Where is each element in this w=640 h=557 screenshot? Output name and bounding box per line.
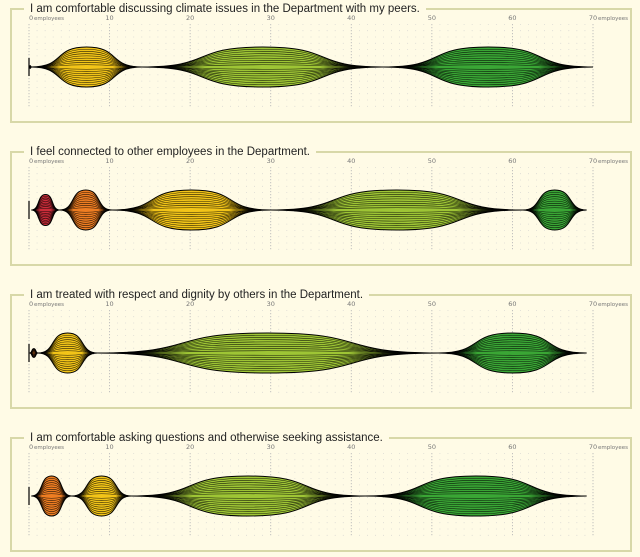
tick-label: 0 <box>29 14 33 22</box>
axis-unit-label: employees <box>34 159 64 165</box>
axis-unit-label: employees <box>34 302 64 308</box>
tick-label: 20 <box>186 443 194 451</box>
tick-label: 40 <box>347 443 355 451</box>
data-segment <box>31 475 72 517</box>
tick-label: 10 <box>105 157 113 165</box>
chart-panel-2: I feel connected to other employees in t… <box>10 144 632 266</box>
tick-label: 60 <box>508 157 516 165</box>
data-segment <box>141 46 384 88</box>
tick-label: 60 <box>508 443 516 451</box>
tick-label: 0 <box>29 157 33 165</box>
tick-label: 50 <box>428 443 436 451</box>
chart-title: I am comfortable asking questions and ot… <box>24 430 389 446</box>
tick-label: 20 <box>186 157 194 165</box>
axis-unit-label: employees <box>34 16 64 22</box>
tick-label: 10 <box>105 300 113 308</box>
data-segment <box>522 189 587 231</box>
tick-label: 50 <box>428 157 436 165</box>
tick-label: 60 <box>508 14 516 22</box>
tick-label: 70 <box>589 443 597 451</box>
data-segment <box>364 475 587 517</box>
tick-label: 50 <box>428 14 436 22</box>
tick-label: 20 <box>186 300 194 308</box>
tick-label: 40 <box>347 14 355 22</box>
chart-panel-4: I am comfortable asking questions and ot… <box>10 430 632 552</box>
axis-unit-label: employees <box>34 445 64 451</box>
tick-label: 40 <box>347 157 355 165</box>
tick-label: 10 <box>105 14 113 22</box>
tick-label: 30 <box>267 157 275 165</box>
data-segment <box>28 65 32 69</box>
tick-label: 70 <box>589 14 597 22</box>
data-segment <box>71 475 132 517</box>
tick-label: 50 <box>428 300 436 308</box>
tick-label: 10 <box>105 443 113 451</box>
data-segment <box>37 332 98 374</box>
chart-title: I am comfortable discussing climate issu… <box>24 1 426 17</box>
tick-label: 40 <box>347 300 355 308</box>
tick-label: 0 <box>29 300 33 308</box>
data-segment <box>270 189 523 231</box>
chart-title: I am treated with respect and dignity by… <box>24 287 370 303</box>
data-segment <box>111 189 271 231</box>
data-segment <box>59 189 113 231</box>
data-segment <box>31 46 142 88</box>
chart-panel-1: I am comfortable discussing climate issu… <box>10 1 632 123</box>
chart-panel-3: I am treated with respect and dignity by… <box>10 287 632 409</box>
tick-label: 70 <box>589 157 597 165</box>
data-segment <box>31 193 60 227</box>
tick-label: 30 <box>267 14 275 22</box>
chart-title: I feel connected to other employees in t… <box>24 144 316 160</box>
data-segment <box>131 475 365 517</box>
axis-unit-label: employees <box>598 302 628 308</box>
data-segment <box>97 332 439 374</box>
data-segment <box>438 332 587 374</box>
tick-label: 0 <box>29 443 33 451</box>
tick-label: 20 <box>186 14 194 22</box>
tick-label: 60 <box>508 300 516 308</box>
axis-unit-label: employees <box>598 16 628 22</box>
tick-label: 70 <box>589 300 597 308</box>
tick-label: 30 <box>267 443 275 451</box>
data-segment <box>383 46 594 88</box>
axis-unit-label: employees <box>598 159 628 165</box>
data-segment <box>29 348 38 358</box>
axis-unit-label: employees <box>598 445 628 451</box>
tick-label: 30 <box>267 300 275 308</box>
